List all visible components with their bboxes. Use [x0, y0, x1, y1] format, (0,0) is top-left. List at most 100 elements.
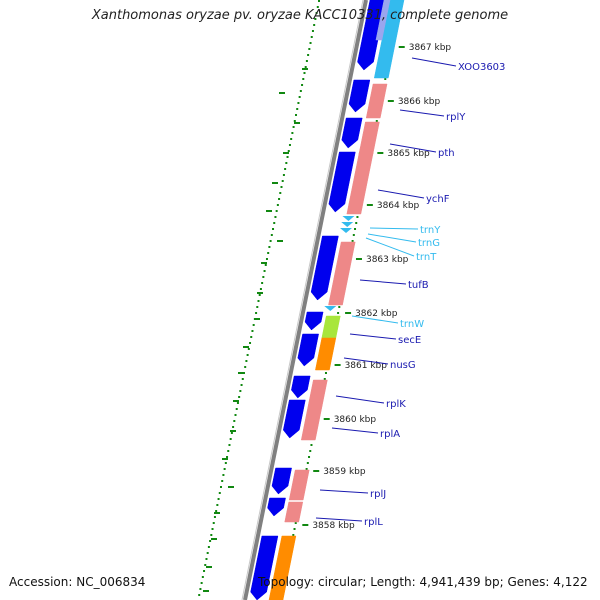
- gc-dot: [296, 108, 299, 110]
- gc-dot: [268, 246, 271, 248]
- gc-dot: [285, 162, 288, 164]
- gc-dot: [299, 90, 302, 92]
- gc-dot: [267, 252, 270, 254]
- cds-reverse-block: [358, 121, 380, 155]
- trna-chevron: [340, 228, 353, 233]
- gc-dot: [228, 444, 231, 446]
- orange-block-bottom: [268, 535, 297, 600]
- gc-dot: [279, 192, 282, 194]
- gc-dot: [292, 126, 295, 128]
- gc-dot: [291, 132, 294, 134]
- gc-dot: [241, 378, 244, 380]
- gc-dot: [263, 270, 266, 272]
- gc-dot-outer: [323, 378, 326, 380]
- kbp-tick-label: 3863 kbp: [366, 255, 409, 265]
- gene-label-pth: pth: [438, 148, 455, 159]
- kbp-tick-label: 3865 kbp: [387, 149, 430, 159]
- kbp-tick-mark: [313, 470, 320, 472]
- gene-leader-line: [411, 57, 457, 67]
- gc-dot-outer: [355, 222, 358, 224]
- gc-dot: [258, 294, 261, 296]
- gene-label-tufb: tufB: [408, 280, 429, 291]
- gene-leader-line: [343, 357, 389, 365]
- page-title: Xanthomonas oryzae pv. oryzae KACC10331,…: [91, 8, 509, 23]
- gc-dot: [313, 24, 316, 26]
- trna-chevron: [342, 216, 355, 221]
- gene-label-ychf: ychF: [426, 194, 450, 205]
- gc-dash: [272, 182, 278, 184]
- gc-dot: [274, 216, 277, 218]
- gc-dot: [224, 462, 227, 464]
- gc-dot: [200, 582, 203, 584]
- gene-label-nusg: nusG: [390, 360, 416, 371]
- gc-dot: [246, 354, 249, 356]
- trna-chevron: [341, 222, 354, 227]
- gc-dash: [222, 458, 228, 460]
- gc-dot: [305, 60, 308, 62]
- gc-dot: [229, 438, 232, 440]
- cds-reverse-block: [328, 241, 356, 306]
- gene-leader-line: [335, 395, 385, 404]
- gene-label-trng: trnG: [418, 238, 440, 249]
- gene-label-rpll: rplL: [364, 517, 383, 528]
- gc-dot: [240, 384, 243, 386]
- gc-dot: [247, 348, 250, 350]
- gc-dot: [280, 186, 283, 188]
- gc-dot: [295, 114, 298, 116]
- kbp-tick-label: 3862 kbp: [355, 309, 398, 319]
- gc-dot: [212, 522, 215, 524]
- gc-dot-outer: [306, 462, 309, 464]
- gc-dot: [308, 48, 311, 50]
- gc-dash: [266, 210, 272, 212]
- gc-dot: [288, 144, 291, 146]
- cds-reverse-block: [284, 501, 304, 523]
- gene-leader-line: [349, 333, 397, 340]
- cds-forward-block: [310, 235, 339, 301]
- trna-chevron: [324, 306, 337, 311]
- xoo3603-block: [373, 0, 405, 79]
- gc-dot: [235, 408, 238, 410]
- kbp-tick-label: 3866 kbp: [398, 97, 441, 107]
- gc-dot-outer: [352, 234, 355, 236]
- gene-label-trnt: trnT: [416, 252, 437, 263]
- gene-leader-line: [365, 237, 415, 257]
- cds-forward-block: [297, 333, 319, 367]
- cds-reverse-block: [300, 405, 323, 441]
- sece-block: [321, 315, 341, 339]
- gc-dot: [244, 366, 247, 368]
- gc-dot: [290, 138, 293, 140]
- gc-dot: [207, 546, 210, 548]
- gc-dot: [259, 288, 262, 290]
- gc-dash: [261, 262, 267, 264]
- feature-track: [250, 0, 405, 600]
- backbone-line: [243, 0, 368, 600]
- gc-dot: [204, 564, 207, 566]
- gc-dot: [318, 0, 320, 2]
- kbp-tick-mark: [387, 100, 394, 102]
- topology-text: Topology: circular; Length: 4,941,439 bp…: [258, 575, 588, 589]
- gc-dot: [262, 276, 265, 278]
- gc-dash: [277, 240, 283, 242]
- gene-leader-line: [369, 227, 419, 230]
- cds-forward-block: [267, 497, 286, 517]
- gc-dash: [294, 122, 300, 124]
- gc-dot: [314, 18, 317, 20]
- gene-leader-line: [389, 143, 437, 153]
- kbp-tick-label: 3858 kbp: [312, 521, 355, 531]
- gc-dot: [270, 234, 273, 236]
- gc-dot: [256, 306, 259, 308]
- gc-dot: [278, 198, 281, 200]
- cds-forward-block: [341, 117, 363, 149]
- gc-dot-outer: [293, 528, 296, 530]
- gc-dot: [232, 426, 235, 428]
- backbone-shadow: [241, 0, 364, 600]
- gc-dot: [249, 342, 252, 344]
- cds-forward-block: [328, 151, 356, 213]
- gc-dot: [230, 432, 233, 434]
- gc-dash: [206, 566, 212, 568]
- cds-forward-block: [250, 535, 279, 600]
- gc-dash: [254, 318, 260, 320]
- gc-dot: [264, 264, 267, 266]
- gc-dot: [203, 570, 206, 572]
